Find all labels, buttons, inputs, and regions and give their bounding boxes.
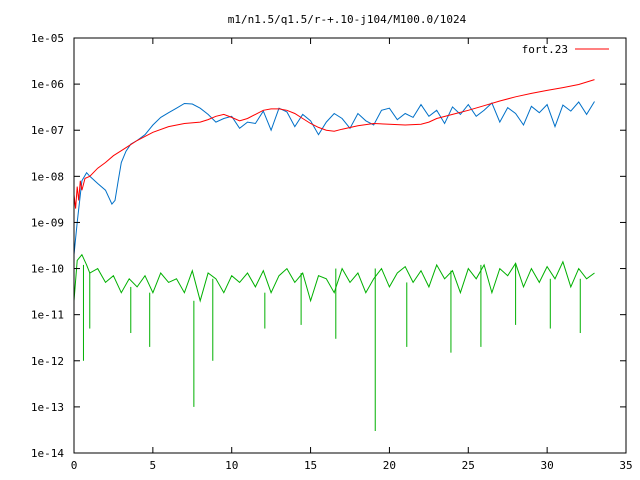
y-tick-label: 1e-08 (31, 170, 64, 183)
x-tick-label: 35 (619, 459, 632, 472)
x-tick-label: 30 (541, 459, 554, 472)
y-tick-label: 1e-12 (31, 355, 64, 368)
x-tick-label: 15 (304, 459, 317, 472)
x-tick-label: 25 (462, 459, 475, 472)
x-tick-label: 5 (150, 459, 157, 472)
axis-ticks: 0 5 10 15 20 25 30 35 1e-14 1e-13 1e-12 1e-11 1e-10 1… (31, 32, 633, 472)
plot-frame (73, 37, 627, 454)
series-line-2 (73, 253, 595, 303)
y-tick-label: 1e-11 (31, 309, 64, 322)
y-tick-label: 1e-05 (31, 32, 64, 45)
plot-series (73, 79, 595, 431)
series-line-0 (73, 79, 595, 209)
y-tick-label: 1e-06 (31, 78, 64, 91)
y-tick-label: 1e-13 (31, 401, 64, 414)
x-tick-label: 20 (383, 459, 396, 472)
chart-title: m1/n1.5/q1.5/r-+.10-j104/M100.0/1024 (228, 13, 467, 26)
legend-label-fort-23: fort.23 (522, 43, 568, 56)
y-tick-label: 1e-09 (31, 216, 64, 229)
x-tick-label: 10 (225, 459, 238, 472)
legend: fort.23 (522, 43, 609, 56)
y-tick-label: 1e-10 (31, 263, 64, 276)
y-tick-label: 1e-07 (31, 124, 64, 137)
y-tick-label: 1e-14 (31, 447, 64, 460)
x-tick-label: 0 (71, 459, 78, 472)
